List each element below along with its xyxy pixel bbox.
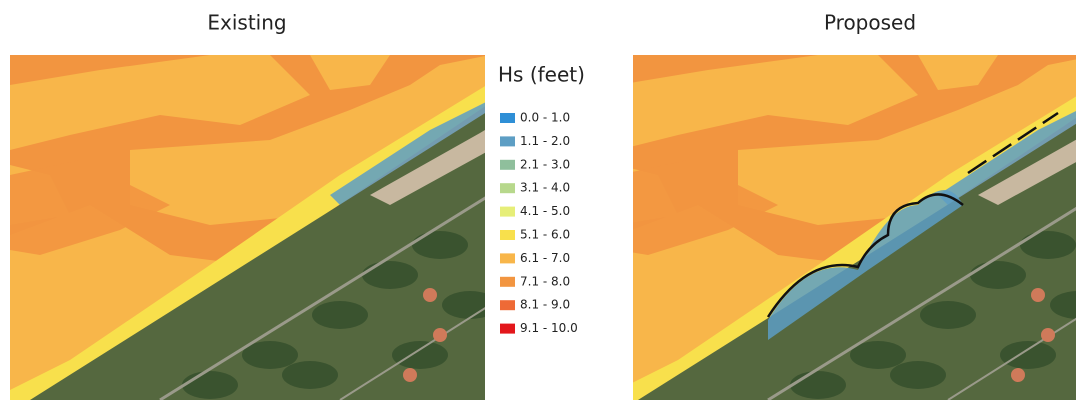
tree-cluster bbox=[242, 341, 298, 369]
tree-cluster bbox=[282, 361, 338, 389]
road bbox=[339, 306, 485, 400]
legend-swatch bbox=[500, 323, 515, 334]
panel-title: Proposed bbox=[824, 11, 916, 35]
legend-label: 6.1 - 7.0 bbox=[520, 251, 570, 265]
land bbox=[638, 123, 1076, 400]
road bbox=[947, 317, 1076, 400]
beach bbox=[370, 130, 485, 205]
legend-label: 0.0 - 1.0 bbox=[520, 111, 570, 125]
legend-swatch bbox=[500, 206, 515, 217]
legend-swatch bbox=[500, 113, 515, 123]
map-proposed bbox=[633, 55, 1076, 400]
nearshore bbox=[10, 86, 485, 400]
dark-band bbox=[10, 160, 170, 255]
nearshore-blue bbox=[938, 111, 1076, 215]
road bbox=[767, 206, 1076, 400]
legend-swatch bbox=[500, 300, 515, 311]
protected-water bbox=[768, 190, 963, 340]
legend-label: 5.1 - 6.0 bbox=[520, 228, 570, 242]
nearshore bbox=[633, 96, 1076, 400]
wave-band bbox=[310, 55, 390, 90]
tree-cluster bbox=[850, 341, 906, 369]
legend-swatch bbox=[500, 159, 515, 170]
field bbox=[1011, 368, 1025, 382]
wave-band bbox=[10, 55, 310, 150]
field bbox=[1041, 328, 1055, 342]
legend-title: Hs (feet) bbox=[498, 63, 585, 87]
wave-band bbox=[130, 56, 485, 225]
tree-cluster bbox=[920, 301, 976, 329]
tree-cluster bbox=[790, 371, 846, 399]
dark-band bbox=[633, 160, 778, 255]
legend-swatch bbox=[500, 230, 515, 240]
legend-label: 7.1 - 8.0 bbox=[520, 274, 570, 288]
tree-cluster bbox=[442, 291, 485, 319]
legend-label: 8.1 - 9.0 bbox=[520, 298, 570, 312]
breakwater bbox=[967, 111, 1059, 175]
field bbox=[403, 368, 417, 382]
tree-cluster bbox=[392, 341, 448, 369]
wave-band bbox=[738, 59, 1076, 225]
legend-label: 1.1 - 2.0 bbox=[520, 134, 570, 148]
beach bbox=[978, 139, 1076, 205]
tree-cluster bbox=[312, 301, 368, 329]
panel-title: Existing bbox=[207, 11, 286, 35]
field bbox=[423, 288, 437, 302]
legend-swatch bbox=[500, 136, 515, 147]
wave-band bbox=[918, 55, 998, 90]
land bbox=[30, 113, 485, 400]
legend-label: 3.1 - 4.0 bbox=[520, 181, 570, 195]
legend-label: 4.1 - 5.0 bbox=[520, 204, 570, 218]
legend-label: 9.1 - 10.0 bbox=[520, 321, 578, 335]
tree-cluster bbox=[1020, 231, 1076, 259]
road bbox=[159, 196, 485, 400]
breakwater bbox=[766, 193, 964, 318]
tree-cluster bbox=[1050, 291, 1076, 319]
legend-label: 2.1 - 3.0 bbox=[520, 157, 570, 171]
tree-cluster bbox=[182, 371, 238, 399]
field bbox=[1031, 288, 1045, 302]
map-existing bbox=[10, 55, 485, 400]
tree-cluster bbox=[1000, 341, 1056, 369]
legend-swatch bbox=[500, 276, 515, 287]
tree-cluster bbox=[412, 231, 468, 259]
tree-cluster bbox=[970, 261, 1026, 289]
wave-band bbox=[633, 55, 918, 147]
legend-swatch bbox=[500, 253, 515, 264]
tree-cluster bbox=[362, 261, 418, 289]
legend-swatch bbox=[500, 183, 515, 194]
field bbox=[433, 328, 447, 342]
legend: 0.0 - 1.0 1.1 - 2.0 2.1 - 3.0 3.1 - 4.0 4.1 … bbox=[500, 111, 578, 335]
tree-cluster bbox=[890, 361, 946, 389]
